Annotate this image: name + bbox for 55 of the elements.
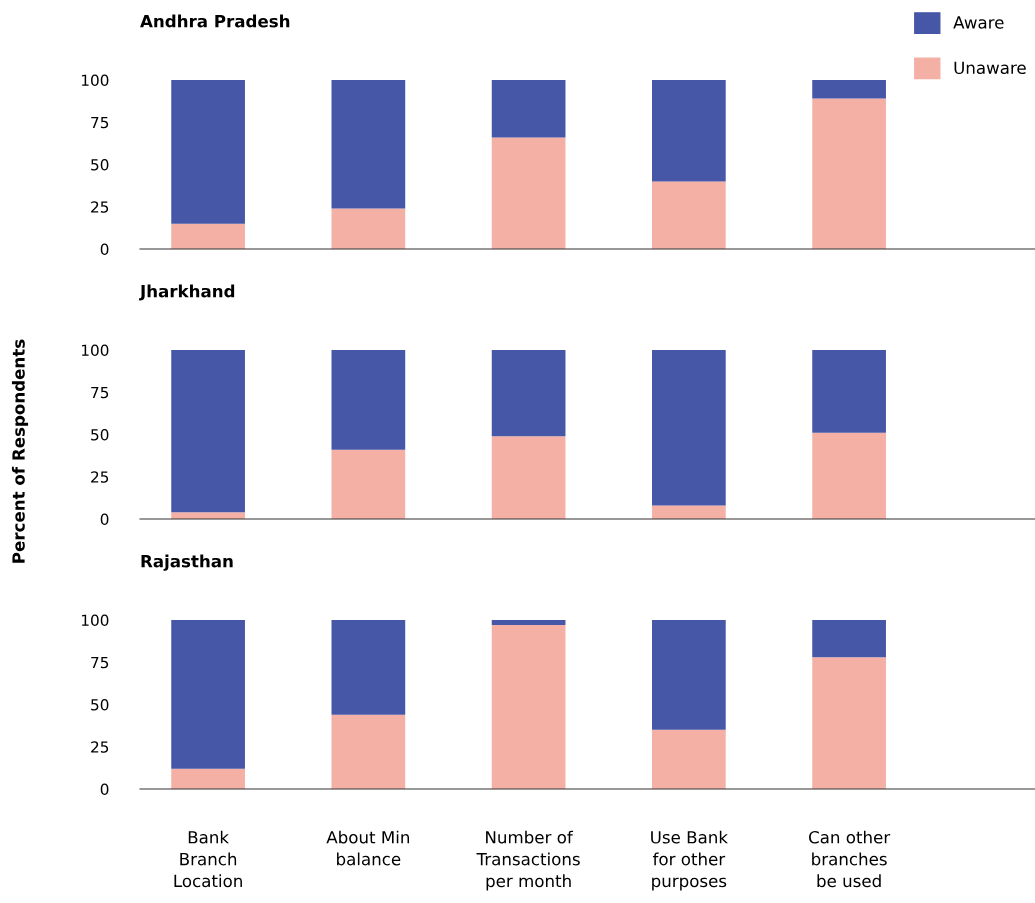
bar <box>331 714 406 789</box>
chart-title: Rajasthan <box>141 554 233 571</box>
bar <box>652 350 726 506</box>
y-tick-label: 100 <box>81 614 109 627</box>
bar <box>171 768 245 789</box>
y-tick-label: 0 <box>100 783 109 796</box>
legend-label: Aware <box>953 16 1004 29</box>
bar <box>491 625 566 789</box>
legend-label: Unaware <box>954 61 1026 75</box>
y-tick-label: 25 <box>91 471 109 483</box>
y-tick-label: 75 <box>91 116 109 129</box>
chart-title: Jharkhand <box>139 284 235 301</box>
bar <box>812 620 886 658</box>
bar <box>491 350 566 437</box>
bar <box>331 620 406 715</box>
x-tick-label: About Min balance <box>326 830 410 866</box>
y-tick-label: 50 <box>91 698 109 711</box>
bar <box>171 350 245 513</box>
bar <box>812 432 886 519</box>
y-tick-label: 0 <box>100 513 109 526</box>
bar <box>652 80 726 182</box>
bar <box>652 729 726 789</box>
bar <box>171 223 245 249</box>
x-tick-label: Number of Transactions per month <box>476 830 580 891</box>
y-tick-label: 25 <box>91 201 109 213</box>
y-tick-label: 100 <box>81 74 109 87</box>
x-tick-label: Use Bank for other purposes <box>651 830 728 891</box>
bar <box>331 208 406 249</box>
bar <box>171 80 245 224</box>
bar <box>652 505 726 519</box>
y-tick-label: 0 <box>100 243 109 256</box>
y-axis-title: Percent of Respondents <box>11 339 29 563</box>
bar <box>812 657 886 789</box>
bar <box>331 449 406 519</box>
bar <box>812 80 886 99</box>
bar <box>491 137 566 249</box>
x-tick-label: Bank Branch Location <box>174 830 242 888</box>
y-tick-label: 25 <box>91 741 109 753</box>
bar <box>331 80 406 209</box>
y-tick-label: 75 <box>91 656 109 669</box>
bar <box>491 436 566 519</box>
chart-title: Andhra Pradesh <box>140 14 290 28</box>
bar <box>331 350 406 450</box>
y-tick-label: 75 <box>91 386 109 399</box>
bar <box>491 80 566 138</box>
bar <box>491 620 566 626</box>
bar <box>652 620 726 730</box>
bar <box>652 181 726 249</box>
y-tick-label: 100 <box>81 344 109 357</box>
bar <box>171 620 245 769</box>
y-tick-label: 50 <box>91 158 109 171</box>
x-tick-label: Can other branches be used <box>808 830 891 888</box>
y-tick-label: 50 <box>91 428 109 441</box>
bar <box>812 350 886 433</box>
bar <box>812 98 886 249</box>
